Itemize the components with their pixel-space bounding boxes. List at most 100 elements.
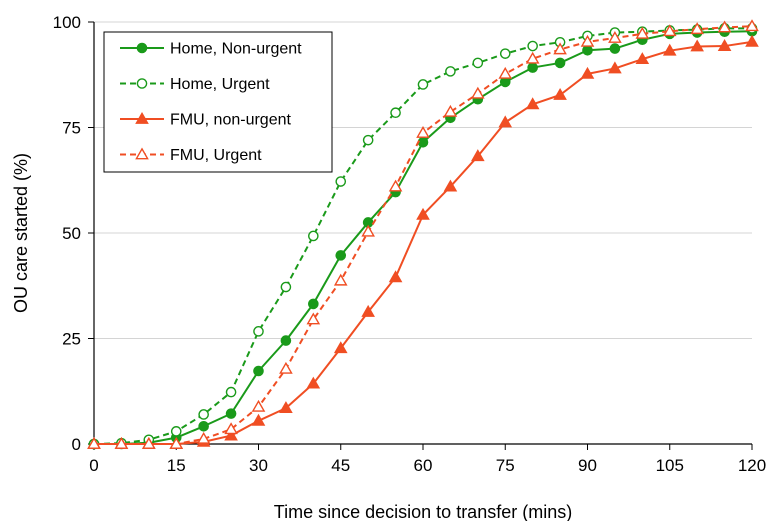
data-point xyxy=(198,409,209,420)
data-point xyxy=(662,24,677,37)
y-tick-label: 100 xyxy=(53,13,81,32)
data-point xyxy=(445,66,456,77)
data-point xyxy=(498,66,513,79)
data-point xyxy=(527,62,538,73)
legend-label: FMU, non-urgent xyxy=(170,112,291,129)
data-point xyxy=(472,57,484,69)
x-tick-label: 15 xyxy=(167,456,186,475)
x-axis-title: Time since decision to transfer (mins) xyxy=(274,502,572,521)
data-point xyxy=(224,422,238,435)
legend-marker xyxy=(135,147,149,160)
y-tick-label: 0 xyxy=(72,435,81,454)
data-point xyxy=(333,273,348,286)
y-tick-label: 25 xyxy=(62,330,81,349)
data-point xyxy=(308,230,319,242)
data-point xyxy=(308,298,319,310)
legend-label: Home, Urgent xyxy=(170,76,270,93)
data-point xyxy=(251,413,266,426)
data-point xyxy=(608,31,622,43)
data-point xyxy=(582,44,593,56)
data-point xyxy=(553,87,567,100)
legend-item: Home, Non-urgent xyxy=(120,41,302,58)
y-axis-title: OU care started (%) xyxy=(11,153,31,313)
tick-labels: 0 15 30 45 60 75 90 105 120 0 25 50 75 100 xyxy=(53,13,767,475)
data-point xyxy=(196,431,211,444)
data-point xyxy=(525,51,540,64)
data-point xyxy=(253,326,264,337)
data-point xyxy=(142,436,156,449)
x-tick-label: 90 xyxy=(578,456,597,475)
data-point xyxy=(362,134,374,146)
data-point xyxy=(717,20,732,33)
data-point xyxy=(662,43,677,56)
data-point xyxy=(717,39,732,51)
data-point xyxy=(417,136,429,148)
data-point xyxy=(333,341,348,354)
data-point xyxy=(554,57,566,69)
data-point xyxy=(361,304,375,317)
data-point xyxy=(279,401,293,414)
legend-item: FMU, non-urgent xyxy=(120,112,291,129)
data-point xyxy=(443,179,458,192)
legend-label: Home, Non-urgent xyxy=(170,41,302,58)
data-point xyxy=(498,115,513,128)
x-tick-label: 105 xyxy=(656,456,684,475)
data-point xyxy=(306,312,321,325)
data-point xyxy=(499,48,511,59)
data-point xyxy=(416,207,430,220)
data-point xyxy=(253,365,264,377)
data-point xyxy=(170,426,182,437)
data-point xyxy=(224,428,238,441)
x-tick-label: 30 xyxy=(249,456,268,475)
data-point xyxy=(169,436,184,449)
data-point xyxy=(745,34,759,47)
data-point xyxy=(280,335,292,346)
data-point xyxy=(580,34,595,47)
data-point xyxy=(745,19,759,32)
y-tick-label: 75 xyxy=(62,119,81,138)
data-point xyxy=(335,176,347,187)
legend-marker xyxy=(136,42,148,54)
data-point xyxy=(198,420,209,432)
data-point xyxy=(471,149,485,162)
legend: Home, Non-urgent Home, Urgent FMU, non-urg… xyxy=(103,31,333,173)
data-point xyxy=(279,361,293,374)
data-point xyxy=(635,26,650,39)
data-point xyxy=(527,40,538,52)
data-point xyxy=(609,43,621,54)
x-tick-label: 120 xyxy=(738,456,766,475)
series-layer xyxy=(87,19,759,450)
data-point xyxy=(416,125,430,138)
x-tick-label: 0 xyxy=(89,456,98,475)
data-point xyxy=(635,52,650,65)
x-tick-label: 75 xyxy=(496,456,515,475)
data-point xyxy=(388,270,403,283)
data-point xyxy=(335,250,347,261)
x-tick-label: 45 xyxy=(331,456,350,475)
data-point xyxy=(114,436,129,449)
data-point xyxy=(443,104,458,117)
data-point xyxy=(251,399,266,412)
data-point xyxy=(690,22,704,35)
y-tick-label: 50 xyxy=(62,224,81,243)
data-point xyxy=(690,39,704,52)
data-point xyxy=(306,376,321,389)
data-point xyxy=(87,436,101,449)
data-point xyxy=(471,86,485,99)
data-point xyxy=(388,179,403,192)
data-point xyxy=(390,107,401,119)
data-point xyxy=(361,224,375,237)
data-point xyxy=(225,386,237,398)
data-point xyxy=(280,281,292,293)
data-point xyxy=(580,66,595,79)
data-point xyxy=(225,408,237,419)
x-tick-label: 60 xyxy=(414,456,433,475)
data-point xyxy=(525,97,540,110)
legend-item: Home, Urgent xyxy=(120,76,270,93)
legend-label: FMU, Urgent xyxy=(170,147,262,164)
legend-item: FMU, Urgent xyxy=(120,147,262,164)
data-point xyxy=(553,42,567,55)
data-point xyxy=(608,61,622,74)
